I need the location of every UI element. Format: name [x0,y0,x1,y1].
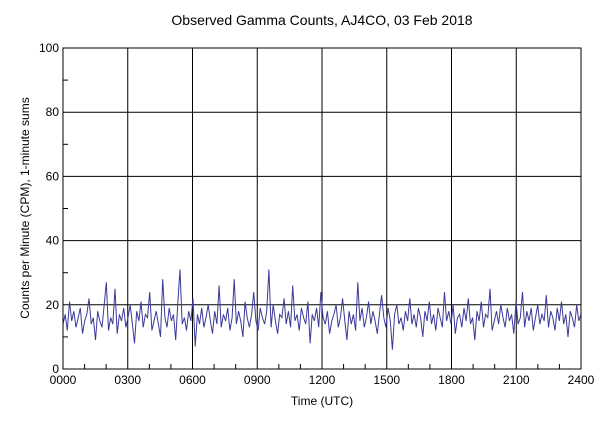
y-tick-label: 0 [52,362,59,376]
x-tick-label: 1500 [373,373,400,387]
x-tick-label: 0300 [114,373,141,387]
chart-title: Observed Gamma Counts, AJ4CO, 03 Feb 201… [171,12,472,28]
x-tick-label: 1800 [438,373,465,387]
y-axis-label: Counts per Minute (CPM), 1-minute sums [18,97,32,318]
x-tick-label: 2400 [568,373,595,387]
series-line [62,269,582,350]
x-tick-label: 0900 [244,373,271,387]
y-tick-label: 60 [46,169,60,183]
x-tick-label: 0600 [179,373,206,387]
y-tick-label: 40 [46,234,60,248]
x-tick-label: 2100 [503,373,530,387]
y-tick-label: 20 [46,298,60,312]
x-tick-label: 1200 [309,373,336,387]
y-tick-label: 80 [46,105,60,119]
x-tick-label: 0000 [50,373,77,387]
ticks: 0000 0300 0600 0900 1200 1500 1800 2100 2400 0 20 4… [39,41,595,387]
grid [63,48,581,369]
y-tick-label: 100 [39,41,59,55]
x-axis-label: Time (UTC) [291,394,353,408]
